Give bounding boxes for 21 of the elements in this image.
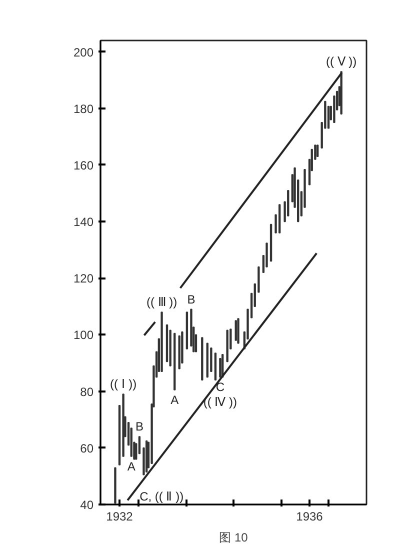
y-tick-label: 140 — [73, 215, 94, 230]
y-tick-label: 180 — [73, 102, 94, 116]
y-tick-label: 200 — [73, 45, 94, 60]
annotation: C — [216, 380, 225, 394]
x-tick-label: 1936 — [296, 510, 324, 524]
annotation: C, (( Ⅱ )) — [140, 489, 184, 504]
x-tick-label: 1932 — [106, 510, 134, 524]
y-tick-label: 60 — [80, 441, 94, 456]
y-tick-label: 160 — [73, 158, 94, 172]
y-tick-label: 40 — [80, 498, 94, 512]
annotation: (( Ⅴ )) — [326, 54, 357, 69]
annotation: A — [127, 459, 136, 474]
annotation: B — [135, 420, 144, 434]
y-tick-label: 100 — [73, 328, 94, 342]
annotation: (( Ⅰ )) — [110, 377, 137, 392]
annotation: A — [170, 392, 179, 407]
text: 图 10 — [219, 530, 248, 544]
annotation: (( Ⅲ )) — [146, 295, 178, 310]
y-tick-label: 120 — [73, 272, 94, 286]
y-tick-label: 80 — [80, 384, 94, 399]
annotation: B — [187, 292, 196, 306]
